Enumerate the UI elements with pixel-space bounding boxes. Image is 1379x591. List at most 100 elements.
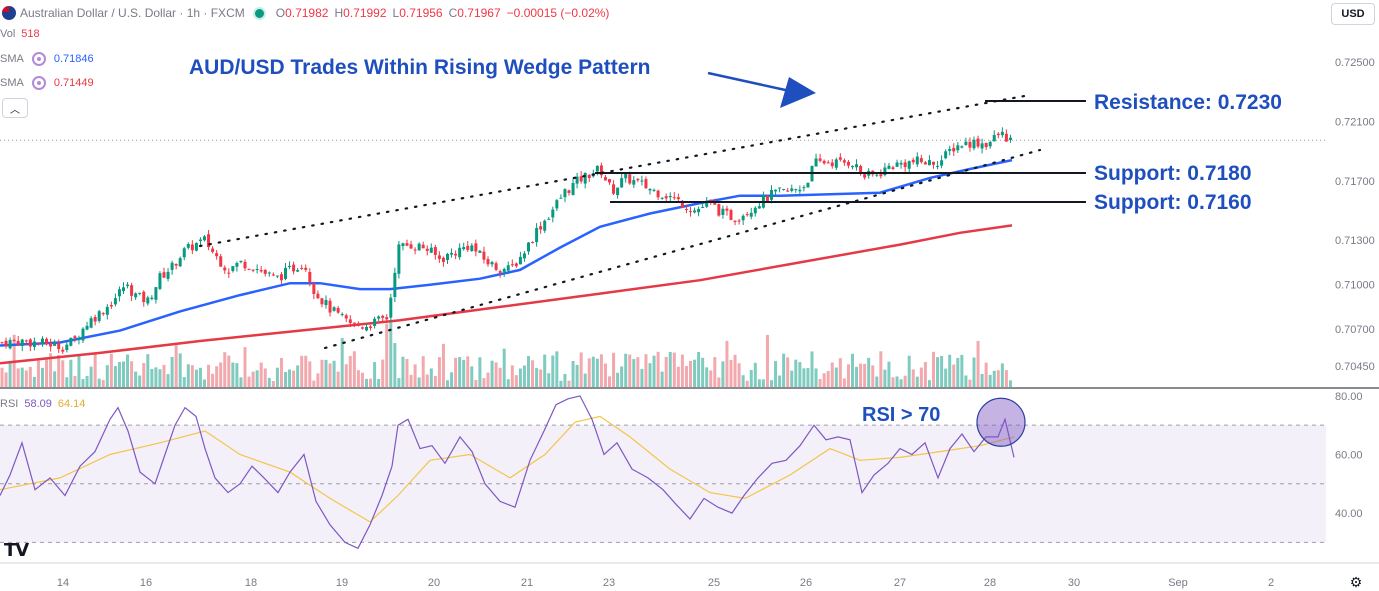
candle-body xyxy=(988,141,992,147)
candle-body xyxy=(749,212,753,217)
candle-body xyxy=(8,340,12,349)
gear-icon[interactable]: ⚙ xyxy=(1349,573,1363,590)
volume-bar xyxy=(462,359,466,387)
volume-bar xyxy=(579,352,583,387)
candle-body xyxy=(875,174,879,176)
candle-body xyxy=(551,209,555,218)
rsi-legend[interactable]: RSI 58.09 64.14 xyxy=(0,398,85,410)
symbol-title[interactable]: Australian Dollar / U.S. Dollar · 1h · F… xyxy=(20,6,245,20)
refresh-icon[interactable] xyxy=(31,76,46,90)
volume-bar xyxy=(927,380,931,387)
volume-bar xyxy=(57,354,61,387)
volume-bar xyxy=(267,377,271,387)
volume-bar xyxy=(636,357,640,387)
tradingview-logo[interactable]: TV xyxy=(4,540,29,561)
candle-body xyxy=(4,340,8,347)
volume-bar xyxy=(883,369,887,387)
sma-50-legend[interactable]: SMA 0.71846 xyxy=(0,52,94,66)
candle-body xyxy=(413,249,417,251)
refresh-icon[interactable] xyxy=(31,52,46,66)
candle-body xyxy=(356,323,360,326)
candle-body xyxy=(352,322,356,324)
volume-bar xyxy=(632,359,636,387)
candle-body xyxy=(737,220,741,222)
currency-button[interactable]: USD xyxy=(1331,3,1375,25)
volume-bar xyxy=(996,370,1000,387)
volume-bar xyxy=(531,360,535,387)
candle-body xyxy=(826,162,830,164)
candle-body xyxy=(798,189,802,192)
candle-body xyxy=(328,300,332,313)
volume-bar xyxy=(721,361,725,387)
candle-body xyxy=(640,180,644,182)
candle-body xyxy=(243,261,247,269)
candle-body xyxy=(514,263,518,267)
volume-bar xyxy=(628,354,632,387)
candle-body xyxy=(498,271,502,273)
candle-body xyxy=(794,189,798,191)
candle-body xyxy=(859,165,863,174)
chevron-up-icon: ︿ xyxy=(10,104,20,116)
volume-bar xyxy=(413,364,417,387)
volume-bar xyxy=(81,379,85,387)
volume-bar xyxy=(324,359,328,387)
candle-body xyxy=(154,287,158,300)
candle-body xyxy=(36,343,40,345)
candle-body xyxy=(166,271,170,279)
candle-body xyxy=(693,210,697,213)
price-axis[interactable]: 0.72500 0.72100 0.71700 0.71300 0.71000 0.707… xyxy=(0,57,1379,564)
candle-body xyxy=(441,257,445,262)
volume-bar xyxy=(583,373,587,387)
candle-body xyxy=(656,190,660,198)
volume-bar xyxy=(454,357,458,387)
market-status-icon[interactable] xyxy=(252,6,266,20)
candle-body xyxy=(409,244,413,249)
volume-bar xyxy=(142,363,146,387)
volume-bar xyxy=(211,373,215,387)
time-tick-label: Sep xyxy=(1168,577,1188,589)
candle-body xyxy=(814,158,818,167)
volume-bar xyxy=(247,376,251,387)
volume-legend[interactable]: Vol 518 xyxy=(0,28,40,40)
volume-bar xyxy=(69,359,73,387)
volume-bar xyxy=(429,368,433,387)
candle-body xyxy=(599,165,603,176)
volume-bar xyxy=(356,370,360,387)
candle-body xyxy=(20,339,24,346)
candle-body xyxy=(150,297,154,299)
volume-bar xyxy=(16,368,20,387)
volume-bar xyxy=(875,376,879,387)
candle-body xyxy=(271,274,275,276)
candle-body xyxy=(968,141,972,148)
candle-body xyxy=(996,133,1000,136)
volume-bar xyxy=(385,323,389,387)
candle-body xyxy=(830,162,834,167)
candle-body xyxy=(340,313,344,315)
volume-bar xyxy=(198,367,202,387)
volume-bar xyxy=(895,376,899,387)
volume-bar xyxy=(97,378,101,387)
drawings[interactable] xyxy=(198,71,1086,350)
candle-body xyxy=(535,228,539,243)
volume-bar xyxy=(814,368,818,387)
volume-bar xyxy=(591,356,595,387)
high-key: H xyxy=(334,6,344,20)
wedge-lower-trendline xyxy=(323,148,1042,350)
sma-200-legend[interactable]: SMA 0.71449 xyxy=(0,76,94,90)
volume-bar xyxy=(842,378,846,387)
candle-body xyxy=(134,293,138,298)
volume-bar xyxy=(223,352,227,387)
candle-body xyxy=(587,174,591,179)
volume-bar xyxy=(680,354,684,387)
volume-bar xyxy=(122,361,125,387)
volume-bar xyxy=(693,359,697,387)
candle-body xyxy=(846,161,850,166)
volume-bar xyxy=(624,353,628,387)
volume-bar xyxy=(608,376,611,387)
time-axis[interactable]: 14 16 18 19 20 21 23 25 26 27 28 30 Sep 2 xyxy=(57,577,1274,589)
candle-body xyxy=(555,200,559,209)
collapse-legend-button[interactable]: ︿ xyxy=(2,98,28,118)
volume-bar xyxy=(194,369,198,387)
candle-body xyxy=(32,341,36,347)
